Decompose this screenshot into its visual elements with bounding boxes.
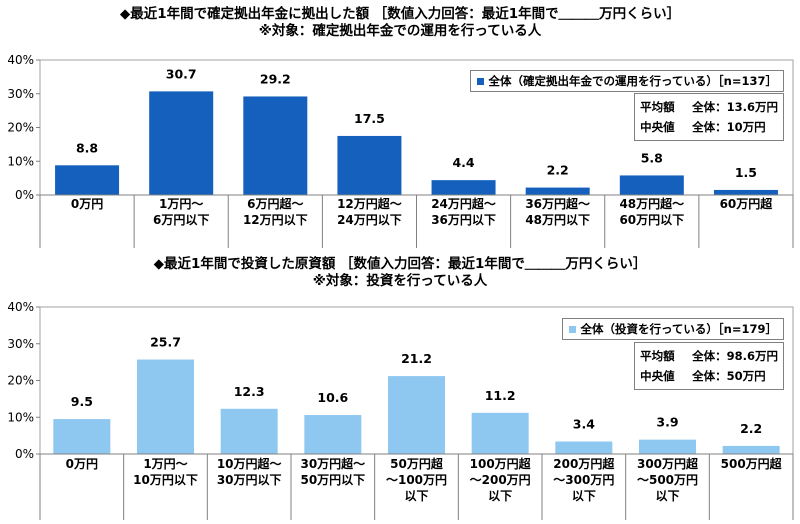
chart2-stat-median-label: 中央値 [640, 369, 675, 383]
chart1-plot: 0% 10% 20% 30% 40% 8.8 30.7 29.2 17.5 4.4 2.2 5.8 1.… [0, 40, 800, 248]
chart1-bar [149, 91, 214, 195]
chart2-stat-mean-label: 平均額 [640, 349, 675, 363]
chart2-svg: 0% 10% 20% 30% 40% 9.5 25.7 12.3 10.6 21.2 11.2 3.4… [7, 300, 794, 520]
chart2-data-label: 11.2 [485, 388, 516, 403]
chart1-legend: 全体（確定拠出年金での運用を行っている）［n=137］ [470, 70, 784, 92]
chart1-category-label: 48万円超～ 60万円以下 [619, 196, 684, 227]
chart2-data-label: 3.9 [656, 415, 678, 430]
chart2-bar [388, 376, 445, 454]
chart1-category-label: 60万円超 [720, 196, 774, 211]
chart2-category-label: 200万円超～300万円以下 [553, 456, 615, 503]
chart1-data-label: 4.4 [452, 155, 474, 170]
chart2-legend-label: 全体（投資を行っている）［n=179］ [580, 322, 777, 336]
chart2-category-label: 10万円超～ 30万円以下 [217, 456, 282, 487]
chart1-bar [619, 175, 684, 195]
chart2-data-label: 25.7 [150, 335, 181, 350]
chart1-category-label: 12万円超～ 24万円以下 [337, 196, 402, 227]
chart2-category-label: 300万円超～500万円以下 [637, 456, 699, 503]
chart2-data-label: 12.3 [234, 384, 265, 399]
chart2-bar [555, 441, 613, 454]
chart1-category-label: 0万円 [71, 197, 103, 211]
chart2-category-label: 0万円 [66, 457, 98, 471]
chart1-legend-label: 全体（確定拠出年金での運用を行っている）［n=137］ [488, 74, 777, 88]
chart2-stat-mean-value: 全体：98.6万円 [692, 349, 778, 363]
chart2-bar [471, 412, 529, 454]
chart2-bar [137, 359, 194, 454]
chart2-stat-median-value: 全体：50万円 [692, 369, 766, 383]
chart2-subtitle: ※対象：投資を行っている人 [312, 273, 488, 289]
chart1-ytick-label: 40% [7, 53, 34, 67]
chart2-bar [722, 445, 780, 454]
chart1-category-label: 6万円超～ 12万円以下 [243, 196, 308, 227]
chart1-bar [337, 135, 402, 195]
chart2-ytick-label: 40% [7, 300, 34, 314]
chart1-stat-mean-value: 全体：13.6万円 [692, 100, 778, 114]
chart1-category-label: 36万円超～ 48万円以下 [525, 196, 590, 227]
chart2-data-label: 21.2 [401, 351, 432, 366]
chart1-svg: 0% 10% 20% 30% 40% 8.8 30.7 29.2 17.5 4.4 2.2 5.8 1.… [7, 53, 794, 248]
chart2-ytick-label: 0% [15, 447, 34, 461]
chart2-category-label: 30万円超～ 50万円以下 [300, 456, 365, 487]
chart1-stats: 平均額 全体：13.6万円 中央値 全体：10万円 [634, 93, 784, 141]
chart2-bar [220, 408, 278, 454]
chart1-bar [55, 165, 120, 195]
chart2-category-label: 1万円～ 10万円以下 [133, 457, 198, 487]
chart2-plot: 0% 10% 20% 30% 40% 9.5 25.7 12.3 10.6 21.2 11.2 3.4… [0, 292, 800, 520]
chart1-data-label: 29.2 [260, 71, 291, 86]
chart1-data-label: 17.5 [354, 111, 385, 126]
chart2-data-label: 10.6 [317, 390, 348, 405]
chart2-ytick-label: 20% [7, 374, 34, 388]
chart1-ytick-label: 0% [15, 188, 34, 202]
chart1-data-label: 30.7 [166, 66, 197, 81]
chart1-bar [713, 189, 778, 195]
chart1-stat-mean-label: 平均額 [640, 100, 675, 114]
chart2-bar [304, 415, 362, 454]
chart2-ytick-label: 10% [7, 410, 34, 424]
chart1-ytick-label: 30% [7, 87, 34, 101]
chart1-data-label: 1.5 [735, 165, 757, 180]
chart2-category-label: 50万円超～100万円以下 [386, 456, 447, 503]
chart2-category-label: 500万円超 [721, 456, 783, 471]
chart2-data-label: 9.5 [71, 394, 93, 409]
chart2-stats: 平均額 全体：98.6万円 中央値 全体：50万円 [634, 342, 784, 390]
chart2-bar [639, 439, 696, 454]
chart1-subtitle: ※対象：確定拠出年金での運用を行っている人 [258, 23, 542, 39]
chart2-legend-swatch [569, 326, 577, 333]
chart1-category-label: 24万円超～ 36万円以下 [431, 196, 496, 227]
chart2-bar [53, 419, 111, 454]
chart2-data-label: 2.2 [740, 421, 762, 436]
chart1-legend-swatch [477, 78, 485, 85]
chart1-bar [243, 96, 308, 195]
chart1-title: ◆最近1年間で確定拠出年金に拠出した額 ［数値入力回答：最近1年間で＿＿＿万円く… [119, 6, 681, 22]
chart1-bar [431, 180, 496, 195]
chart1-category-label: 1万円～ 6万円以下 [153, 197, 209, 227]
chart2-ytick-label: 30% [7, 337, 34, 351]
chart2-title: ◆最近1年間で投資した原資額 ［数値入力回答：最近1年間で＿＿＿万円くらい］ [153, 256, 647, 272]
chart2-data-label: 3.4 [573, 417, 595, 432]
chart1-stat-median-label: 中央値 [640, 120, 675, 134]
chart1-ytick-label: 20% [7, 121, 34, 135]
chart1-data-label: 5.8 [641, 150, 663, 165]
chart1-stat-median-value: 全体：10万円 [692, 120, 766, 134]
chart1-data-label: 8.8 [76, 140, 98, 155]
chart2-legend: 全体（投資を行っている）［n=179］ [562, 318, 784, 340]
chart1-data-label: 2.2 [547, 163, 569, 178]
chart2-category-label: 100万円超～200万円以下 [470, 456, 532, 503]
chart1-ytick-label: 10% [7, 154, 34, 168]
chart1-bar [525, 187, 590, 195]
